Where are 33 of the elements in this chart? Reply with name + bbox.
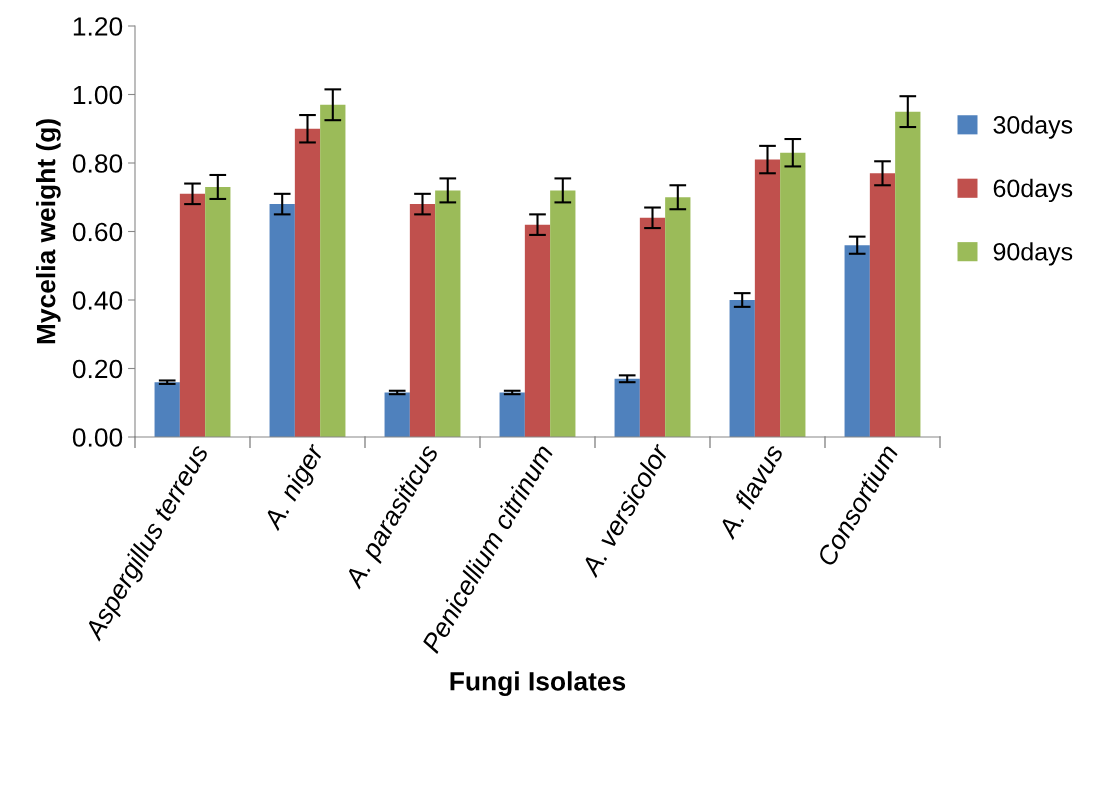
legend-label: 60days [993, 178, 1073, 203]
bar [154, 382, 180, 437]
y-axis-title: Mycelia weight (g) [36, 119, 61, 344]
y-tick-label: 0.40 [72, 291, 123, 310]
x-axis-title: Fungi Isolates [450, 671, 626, 696]
bar [754, 159, 781, 437]
y-tick-label: 0.80 [72, 154, 123, 173]
bar [780, 152, 806, 437]
bar [844, 245, 870, 437]
bar [524, 224, 551, 437]
bar [614, 378, 640, 437]
bar [869, 173, 896, 437]
bar [384, 392, 410, 437]
bar [729, 300, 755, 437]
bar [639, 217, 666, 437]
bar [179, 193, 206, 437]
bar [665, 197, 691, 437]
bar [499, 392, 525, 437]
y-tick-label: 0.60 [72, 222, 123, 242]
y-tick-label: 0.20 [72, 359, 123, 379]
bar [294, 128, 321, 437]
legend-label: 90days [993, 242, 1073, 266]
y-tick-label: 1.00 [73, 85, 123, 105]
bar [320, 104, 346, 437]
bar [895, 111, 921, 437]
legend-label: 30days [993, 115, 1073, 139]
bar [205, 186, 231, 437]
bar [409, 204, 436, 437]
bar [550, 190, 576, 437]
bar [269, 204, 295, 437]
y-tick-label: 0.00 [72, 428, 123, 447]
y-tick-label: 1.20 [73, 17, 123, 36]
bar [435, 190, 461, 437]
